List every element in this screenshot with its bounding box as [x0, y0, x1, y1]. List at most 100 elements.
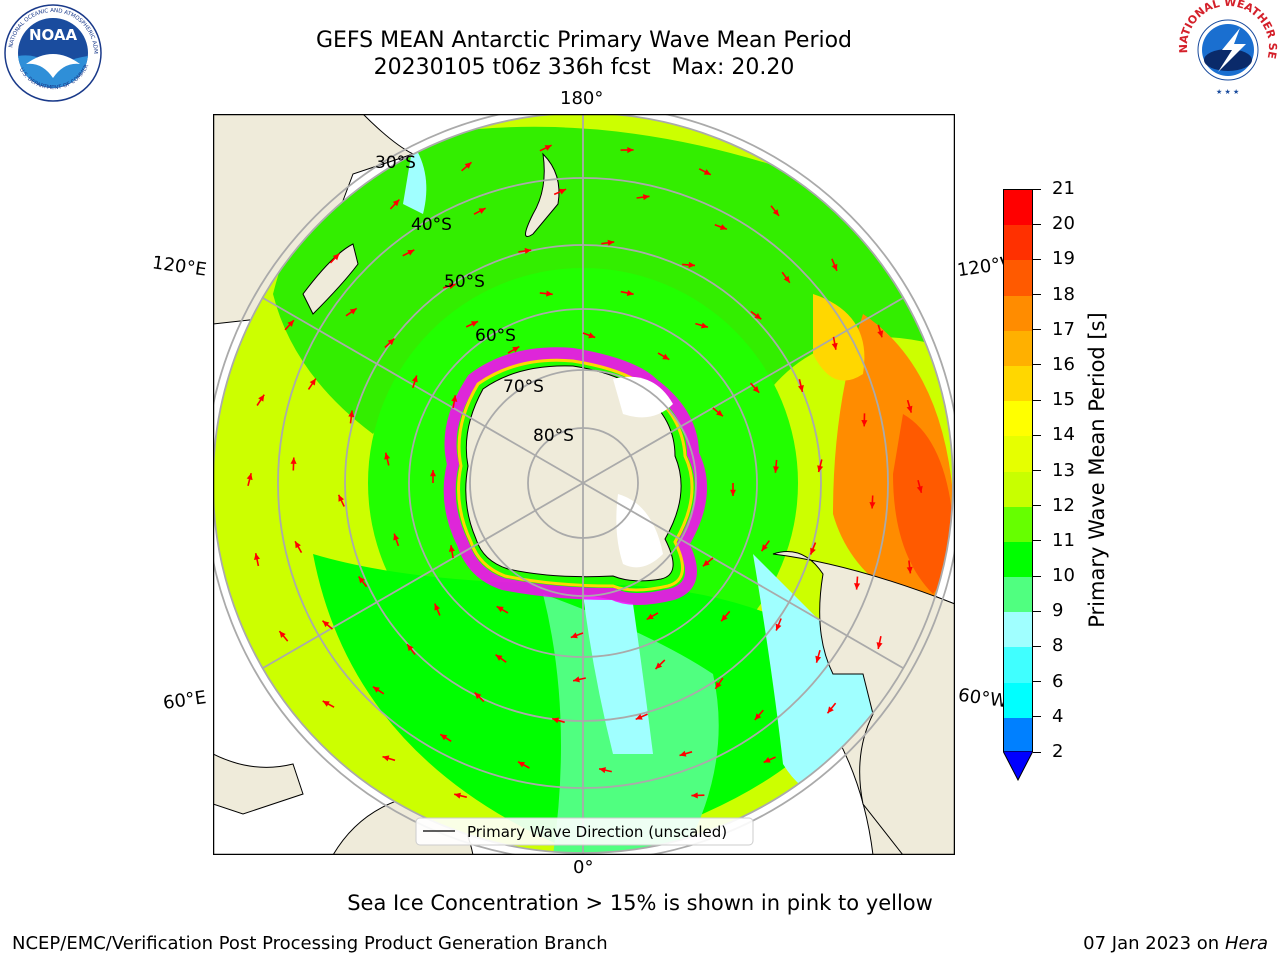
wave-direction-arrowhead: [635, 714, 643, 720]
footer-right: 07 Jan 2023 on Hera: [1083, 933, 1268, 954]
colorbar-tick-label: 21: [1052, 178, 1075, 199]
svg-text:★ ★ ★: ★ ★ ★: [1216, 88, 1239, 96]
wave-direction-arrowhead: [471, 321, 478, 327]
wave-direction-arrowhead: [679, 750, 687, 757]
wave-direction-arrowhead: [752, 386, 760, 393]
wave-direction-arrowhead: [772, 209, 779, 216]
footer-host: Hera: [1224, 933, 1268, 954]
wave-direction-arrowhead: [646, 613, 654, 620]
wave-direction-arrowhead: [478, 208, 486, 214]
colorbar-tick-label: 13: [1052, 459, 1075, 481]
wave-direction-arrowhead: [607, 239, 615, 246]
wave-direction-arrowhead: [716, 410, 723, 417]
colorbar-tick: [1033, 505, 1041, 507]
colorbar-tick-label: 15: [1052, 389, 1075, 411]
lat-label-80: 80°S: [533, 426, 574, 446]
colorbar-segment: [1004, 612, 1032, 648]
colorbar-segment: [1004, 471, 1032, 507]
wave-direction-arrowhead: [309, 378, 316, 386]
wave-direction-arrowhead: [349, 308, 357, 315]
noaa-logo: NOAA NATIONAL OCEANIC AND ATMOSPHERIC AD…: [1, 0, 102, 102]
wave-direction-arrowhead: [372, 686, 380, 693]
lat-label-40: 40°S: [411, 215, 452, 235]
lat-label-50: 50°S: [444, 272, 485, 292]
colorbar-tick: [1033, 716, 1041, 718]
wave-direction-arrowhead: [407, 644, 414, 652]
wave-direction-arrowhead: [448, 545, 455, 552]
map-legend: Primary Wave Direction (unscaled): [415, 817, 754, 846]
wave-direction-arrowhead: [719, 224, 727, 230]
wave-direction-arrowhead: [570, 632, 578, 639]
footer-date: 07 Jan 2023 on: [1083, 933, 1225, 954]
colorbar-tick: [1033, 399, 1041, 401]
colorbar-segment: [1004, 190, 1032, 226]
wave-direction-arrowhead: [407, 249, 415, 256]
colorbar-segment: [1004, 330, 1032, 366]
wave-direction-arrowhead: [876, 642, 883, 649]
wave-direction-arrowhead: [815, 655, 822, 663]
wave-direction-arrowhead: [655, 662, 663, 669]
colorbar-tick: [1033, 610, 1041, 612]
lon-label-0: 0°: [573, 857, 594, 878]
wave-direction-arrowhead: [827, 706, 834, 714]
colorbar-tick: [1033, 188, 1041, 190]
wave-direction-arrowhead: [392, 199, 400, 207]
wave-direction-arrows: [246, 144, 923, 799]
wave-direction-arrowhead: [783, 275, 790, 283]
wave-direction-arrowhead: [279, 631, 286, 638]
wave-direction-arrowhead: [831, 263, 838, 271]
wave-direction-arrowhead: [754, 313, 762, 320]
colorbar-segment: [1004, 295, 1032, 331]
wave-direction-arrowhead: [411, 375, 418, 383]
colorbar-label: Primary Wave Mean Period [s]: [1085, 312, 1109, 628]
colorbar-tick: [1033, 645, 1041, 647]
chart-title: GEFS MEAN Antarctic Primary Wave Mean Pe…: [315, 28, 853, 53]
antarctica: [443, 347, 707, 605]
wave-direction-arrowhead: [440, 734, 448, 741]
lat-label-60: 60°S: [475, 326, 516, 346]
colorbar-tick: [1033, 258, 1041, 260]
wave-direction-arrowhead: [775, 623, 782, 631]
wave-direction-arrowhead: [754, 713, 762, 720]
wave-direction-arrowhead: [773, 466, 779, 473]
colorbar-tick: [1033, 329, 1041, 331]
wave-direction-arrowhead: [295, 541, 301, 549]
wave-direction-arrowhead: [817, 465, 824, 473]
lat-label-30: 30°S: [375, 153, 416, 173]
wave-direction-arrowhead: [382, 755, 390, 762]
wave-direction-arrowhead: [730, 489, 736, 496]
wave-direction-arrowhead: [831, 342, 838, 350]
colorbar-tick-label: 14: [1052, 424, 1075, 446]
wave-direction-arrowhead: [798, 385, 804, 392]
wave-direction-arrowhead: [588, 332, 596, 339]
wave-direction-arrowhead: [916, 485, 923, 493]
wave-direction-arrowhead: [464, 162, 472, 169]
coastlines: [302, 152, 956, 856]
wave-direction-arrowhead: [662, 353, 670, 360]
colorbar-segment: [1004, 506, 1032, 542]
wave-direction-arrowhead: [763, 757, 771, 763]
lon-label-120e: 120°E: [150, 252, 208, 281]
colorbar-segment: [1004, 260, 1032, 296]
colorbar-segment: [1004, 682, 1032, 718]
wave-direction-arrowhead: [702, 560, 710, 567]
wave-direction-arrowhead: [496, 606, 504, 613]
wave-direction-arrowhead: [246, 473, 253, 481]
wave-direction-arrowhead: [810, 547, 816, 555]
wave-direction-arrowhead: [869, 502, 876, 509]
colorbar-segment: [1004, 436, 1032, 472]
colorbar-tick-label: 12: [1052, 494, 1075, 516]
colorbar-tick: [1033, 751, 1041, 753]
wave-direction-arrowhead: [451, 395, 458, 402]
colorbar-tick: [1033, 540, 1041, 542]
colorbar-tick: [1033, 364, 1041, 366]
wave-direction-arrowhead: [688, 261, 695, 268]
national-weather-service-logo: NATIONAL WEATHER SERVICE ★ ★ ★: [1174, 0, 1279, 100]
colorbar-segment: [1004, 647, 1032, 683]
wave-direction-arrowhead: [906, 405, 913, 413]
wave-direction-arrowhead: [430, 470, 436, 477]
colorbar-tick: [1033, 294, 1041, 296]
colorbar-tick-label: 4: [1052, 705, 1064, 727]
wave-direction-arrowhead: [524, 247, 532, 254]
colorbar-tick-label: 16: [1052, 353, 1075, 375]
